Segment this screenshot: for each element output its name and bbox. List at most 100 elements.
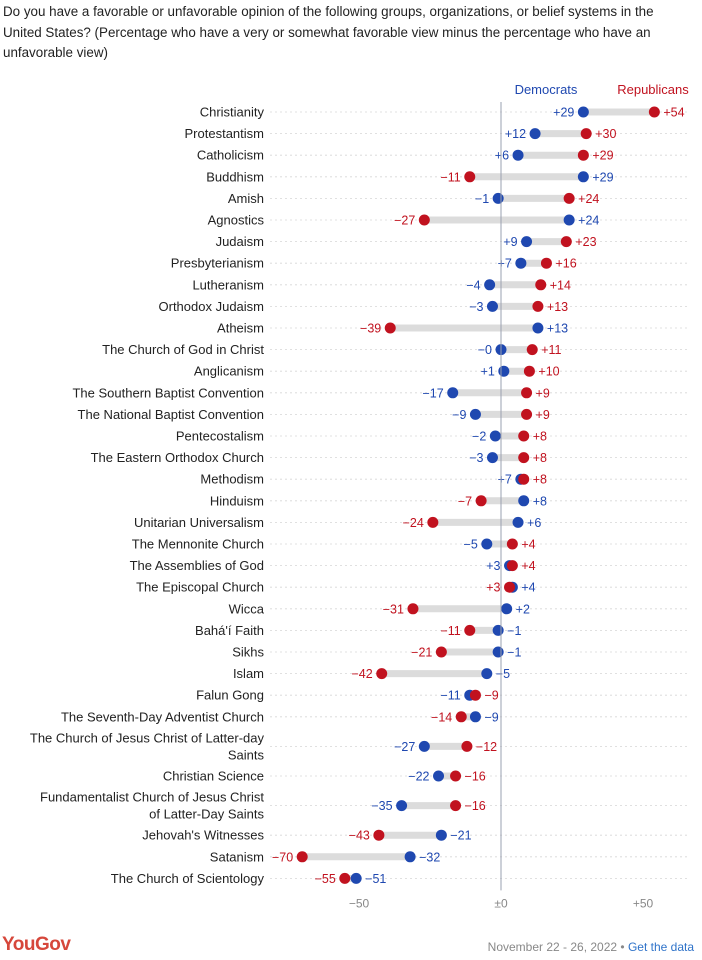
category-label: Unitarian Universalism <box>134 515 264 530</box>
category-label: Atheism <box>217 321 264 336</box>
x-tick-label: −50 <box>349 896 370 910</box>
democrats-value-label: −11 <box>440 689 460 703</box>
chart-row: Orthodox Judaism −3 +13 <box>159 299 690 314</box>
category-label: Hinduism <box>210 493 264 508</box>
republicans-value-label: −55 <box>315 872 336 886</box>
democrats-value-label: −0 <box>478 343 492 357</box>
chart-row: Atheism +13 −39 <box>217 321 690 336</box>
democrats-dot <box>435 829 447 841</box>
republicans-dot <box>540 257 552 269</box>
chart-row: The Church of Scientology −51 −55 <box>111 871 690 886</box>
republicans-dot <box>464 624 476 636</box>
democrats-value-label: −9 <box>452 408 466 422</box>
chart-row: Christian Science −22 −16 <box>163 769 690 784</box>
republicans-value-label: +23 <box>575 235 596 249</box>
democrats-value-label: −35 <box>371 799 392 813</box>
republicans-dot <box>506 560 518 572</box>
republicans-value-label: −70 <box>272 850 293 864</box>
democrats-dot <box>404 851 416 863</box>
chart-row: Hinduism +8 −7 <box>210 493 690 508</box>
democrats-value-label: +2 <box>516 602 530 616</box>
democrats-dot <box>492 192 504 204</box>
democrats-dot <box>512 149 524 161</box>
republicans-dot <box>407 603 419 615</box>
chart-row: Bahá'í Faith −1 −11 <box>195 623 690 638</box>
democrats-dot <box>481 668 493 680</box>
chart-row: Buddhism +29 −11 <box>206 169 690 184</box>
chart-question: Do you have a favorable or unfavorable o… <box>3 4 654 60</box>
democrats-value-label: −17 <box>423 386 444 400</box>
footer-separator: • <box>617 940 628 954</box>
democrats-value-label: −9 <box>484 710 498 724</box>
democrats-value-label: +13 <box>547 322 568 336</box>
democrats-dot <box>501 603 513 615</box>
republicans-value-label: +13 <box>547 300 568 314</box>
democrats-value-label: −5 <box>496 667 510 681</box>
democrats-value-label: +6 <box>495 149 509 163</box>
chart-row: Presbyterianism +7 +16 <box>171 256 690 271</box>
chart-row: Falun Gong −11 −9 <box>196 688 690 703</box>
democrats-dot <box>518 495 530 507</box>
democrats-dot <box>469 711 481 723</box>
chart-row: Satanism −32 −70 <box>210 849 690 864</box>
republicans-value-label: −43 <box>349 829 370 843</box>
democrats-dot <box>529 128 541 140</box>
chart-row: Wicca +2 −31 <box>229 601 690 616</box>
democrats-value-label: −1 <box>475 192 489 206</box>
democrats-value-label: −1 <box>507 646 521 660</box>
republicans-value-label: −27 <box>394 214 415 228</box>
chart-row: Catholicism +6 +29 <box>197 148 690 163</box>
republicans-dot <box>296 851 308 863</box>
republicans-dot <box>450 770 462 782</box>
republicans-value-label: −7 <box>458 494 472 508</box>
republicans-value-label: −24 <box>403 516 424 530</box>
legend-democrats: Democrats <box>515 82 578 97</box>
democrats-dot <box>447 387 459 399</box>
republicans-dot <box>560 236 572 248</box>
democrats-dot <box>563 214 575 226</box>
category-label: Falun Gong <box>196 688 264 703</box>
republicans-value-label: +16 <box>555 257 576 271</box>
chart-row: The Eastern Orthodox Church −3 +8 <box>91 450 690 465</box>
chart-row: The National Baptist Convention −9 +9 <box>78 407 690 422</box>
democrats-dot <box>481 538 493 550</box>
republicans-dot <box>504 581 516 593</box>
chart-row: Christianity +29 +54 <box>200 105 690 120</box>
republicans-dot <box>427 516 439 528</box>
democrats-value-label: +8 <box>533 494 547 508</box>
category-label: Presbyterianism <box>171 256 264 271</box>
republicans-dot <box>580 128 592 140</box>
category-label: The Seventh-Day Adventist Church <box>61 709 264 724</box>
democrats-dot <box>433 770 445 782</box>
chart-row: Sikhs −1 −21 <box>232 645 690 660</box>
category-label: Protestantism <box>185 126 264 141</box>
republicans-value-label: +54 <box>663 106 684 120</box>
republicans-dot <box>577 149 589 161</box>
category-label: Bahá'í Faith <box>195 623 264 638</box>
category-label: Pentecostalism <box>176 429 264 444</box>
republicans-value-label: −9 <box>484 689 498 703</box>
republicans-value-label: −11 <box>440 624 460 638</box>
chart-row: The Assemblies of God +3 +4 <box>130 558 690 573</box>
republicans-value-label: +10 <box>538 365 559 379</box>
republicans-value-label: −11 <box>440 170 460 184</box>
category-label: Buddhism <box>206 169 264 184</box>
republicans-dot <box>464 171 476 183</box>
chart-row: The Southern Baptist Convention −17 +9 <box>72 385 690 400</box>
chart-row: Lutheranism −4 +14 <box>192 277 690 292</box>
democrats-value-label: −4 <box>466 278 480 292</box>
democrats-dot <box>492 624 504 636</box>
democrats-dot <box>521 236 533 248</box>
democrats-value-label: −3 <box>469 451 483 465</box>
get-the-data-link[interactable]: Get the data <box>627 940 694 954</box>
democrats-value-label: +29 <box>592 170 613 184</box>
chart-row: The Seventh-Day Adventist Church −9 −14 <box>61 709 690 724</box>
yougov-logo: YouGov <box>2 934 71 955</box>
democrats-value-label: −21 <box>450 829 471 843</box>
republicans-value-label: −14 <box>431 710 452 724</box>
republicans-dot <box>461 740 473 752</box>
category-label: The Episcopal Church <box>136 580 264 595</box>
category-label: The Church of Scientology <box>111 871 265 886</box>
democrats-value-label: −1 <box>507 624 521 638</box>
republicans-dot <box>518 473 530 485</box>
